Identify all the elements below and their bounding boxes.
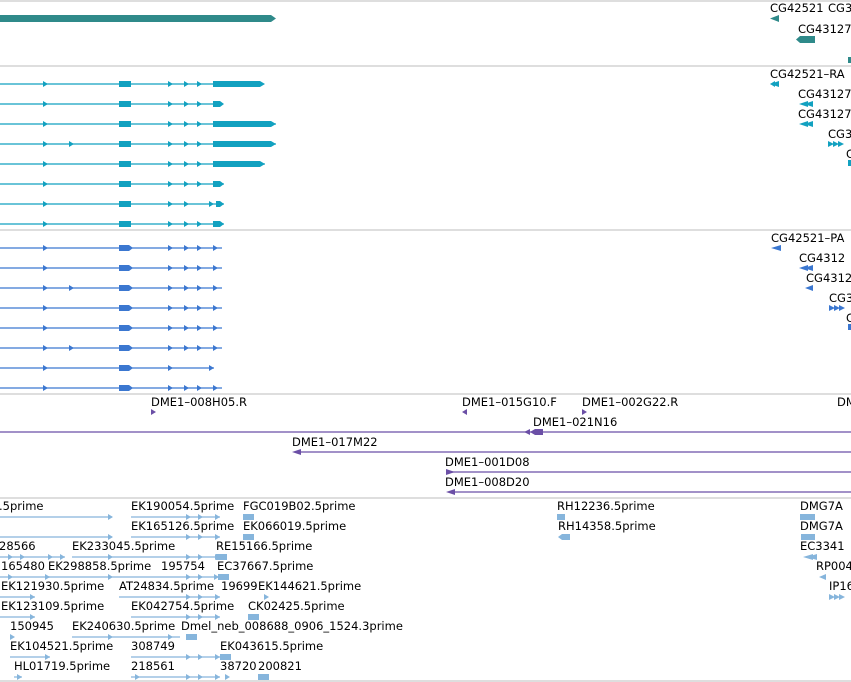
est-label[interactable]: RH12236.5prime <box>557 499 655 513</box>
clone-feature[interactable] <box>151 409 156 415</box>
cds-label[interactable]: C <box>846 311 851 325</box>
clone-label[interactable]: DME1–008D20 <box>445 475 530 489</box>
cds-labels: CG42521–PA CG4312 CG4312 CG3 C <box>771 231 851 325</box>
est-label[interactable]: EK043615.5prime <box>220 639 323 653</box>
exon-arrow[interactable] <box>43 81 48 87</box>
clone-feature[interactable] <box>582 409 587 415</box>
exon-arrow[interactable] <box>197 81 202 87</box>
cds-label[interactable]: CG4312 <box>806 271 851 285</box>
est-label[interactable]: RH14358.5prime <box>558 519 656 533</box>
est-label[interactable]: 200821 <box>258 659 302 673</box>
est-label[interactable]: EK123109.5prime <box>1 599 104 613</box>
clone-label[interactable]: DME1–017M22 <box>292 435 378 449</box>
est-labels: .5prime EK190054.5prime FGC019B02.5prime… <box>0 499 851 673</box>
est-label[interactable]: EK121930.5prime <box>1 579 104 593</box>
est-label[interactable]: 218561 <box>131 659 175 673</box>
clone-label[interactable]: DM <box>837 395 851 409</box>
est-label[interactable]: 150945 <box>10 619 54 633</box>
gene-feature[interactable] <box>796 36 800 43</box>
cds-label[interactable]: CG4312 <box>799 251 845 265</box>
est-label[interactable]: CK02425.5prime <box>248 599 345 613</box>
transcript-track <box>0 81 851 227</box>
gene-label[interactable]: CG3 <box>828 1 851 15</box>
gene-label[interactable]: CG42521 <box>770 1 824 15</box>
clone-label[interactable]: DME1–008H05.R <box>151 395 247 409</box>
clone-label[interactable]: DME1–001D08 <box>445 455 530 469</box>
est-label[interactable]: EK298858.5prime <box>48 559 151 573</box>
clone-labels: DME1–008H05.R DME1–015G10.F DME1–002G22.… <box>151 395 851 489</box>
est-label[interactable]: EK042754.5prime <box>131 599 234 613</box>
est-label[interactable]: 38720 <box>220 659 257 673</box>
est-label[interactable]: EC3341 <box>800 539 845 553</box>
est-label[interactable]: RP004 <box>816 559 851 573</box>
transcript-label[interactable]: CG43127 <box>798 87 851 101</box>
est-label[interactable]: 308749 <box>131 639 175 653</box>
gene-feature[interactable] <box>770 15 779 22</box>
est-label[interactable]: HL01719.5prime <box>14 659 110 673</box>
est-label[interactable]: EK233045.5prime <box>72 539 175 553</box>
exon[interactable] <box>119 81 131 87</box>
gene-track: CG42521 CG3 CG43127 <box>0 1 851 63</box>
exon-arrow[interactable] <box>184 81 189 87</box>
cds-label[interactable]: CG3 <box>829 291 851 305</box>
est-label[interactable]: Dmel_neb_008688_0906_1524.3prime <box>181 619 403 633</box>
gene-label[interactable]: CG43127 <box>798 22 851 36</box>
clone-feature[interactable] <box>462 409 467 415</box>
transcript-label[interactable]: C <box>846 147 851 161</box>
gene-feature[interactable] <box>0 15 276 22</box>
gene-feature[interactable] <box>800 36 815 43</box>
transcript-label[interactable]: CG42521–RA <box>770 67 845 81</box>
est-label[interactable]: EK144621.5prime <box>258 579 361 593</box>
est-label[interactable]: 195754 <box>161 559 205 573</box>
exon[interactable] <box>213 81 265 87</box>
est-label[interactable]: 165480 <box>1 559 45 573</box>
transcript-label[interactable]: CG3 <box>828 127 851 141</box>
est-label[interactable]: DMG7A <box>800 499 843 513</box>
exon-arrow[interactable] <box>168 81 173 87</box>
clone-track <box>0 409 851 495</box>
est-label[interactable]: EK165126.5prime <box>131 519 234 533</box>
est-label[interactable]: 28566 <box>0 539 36 553</box>
cds-label[interactable]: CG42521–PA <box>771 231 844 245</box>
clone-label[interactable]: DME1–015G10.F <box>462 395 557 409</box>
est-track <box>0 514 845 680</box>
clone-label[interactable]: DME1–002G22.R <box>582 395 678 409</box>
est-label[interactable]: 19699 <box>221 579 258 593</box>
est-label[interactable]: FGC019B02.5prime <box>243 499 356 513</box>
est-label[interactable]: RE15166.5prime <box>216 539 312 553</box>
est-label[interactable]: IP16 <box>829 579 851 593</box>
est-label[interactable]: .5prime <box>0 499 43 513</box>
est-label[interactable]: AT24834.5prime <box>119 579 214 593</box>
est-label[interactable]: EK190054.5prime <box>131 499 234 513</box>
transcript-label[interactable]: CG43127 <box>798 107 851 121</box>
est-label[interactable]: EK104521.5prime <box>10 639 113 653</box>
transcript-labels: CG42521–RA CG43127 CG43127 CG3 C <box>770 67 851 161</box>
est-label[interactable]: EK240630.5prime <box>72 619 175 633</box>
clone-label[interactable]: DME1–021N16 <box>533 415 617 429</box>
est-label[interactable]: DMG7A <box>800 519 843 533</box>
gene-feature[interactable] <box>848 57 851 63</box>
est-label[interactable]: EK066019.5prime <box>243 519 346 533</box>
est-label[interactable]: EC37667.5prime <box>217 559 313 573</box>
cds-track <box>0 245 851 391</box>
